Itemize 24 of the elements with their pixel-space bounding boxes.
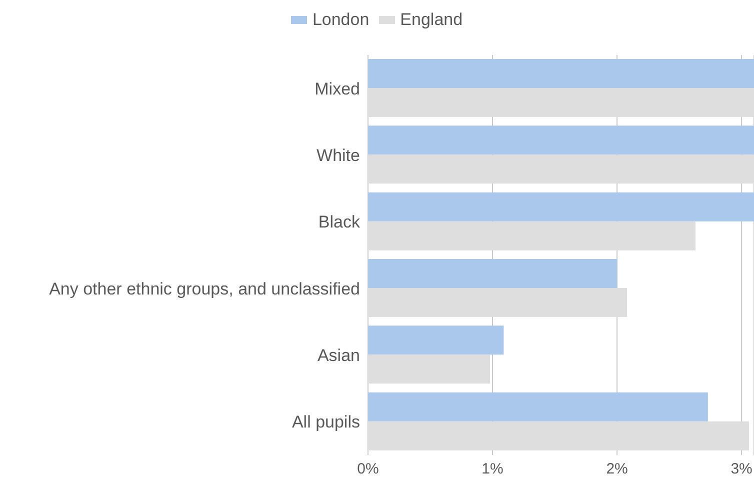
y-tick-label: Asian — [317, 346, 360, 366]
bar — [368, 288, 627, 317]
bar — [368, 88, 754, 117]
bar — [368, 392, 708, 422]
bar — [368, 59, 754, 88]
x-tick-label: 0% — [357, 460, 379, 478]
bar — [368, 326, 504, 355]
bar — [368, 154, 754, 184]
x-tick-label: 3% — [730, 460, 752, 478]
bar — [368, 192, 754, 222]
bar — [368, 354, 490, 384]
y-tick-label: Any other ethnic groups, and unclassified — [49, 279, 360, 298]
bar — [368, 421, 750, 450]
y-tick-label: Mixed — [314, 79, 360, 98]
x-tick-label: 2% — [606, 460, 628, 478]
legend-label: London — [312, 10, 370, 30]
bar — [368, 221, 696, 250]
y-tick-label: All pupils — [292, 412, 360, 432]
x-tick-label: 1% — [482, 460, 504, 478]
y-tick-label: Black — [318, 212, 360, 232]
bar — [368, 126, 754, 155]
y-tick-label: White — [316, 146, 360, 166]
legend-label: England — [400, 10, 463, 30]
bar — [368, 259, 618, 288]
